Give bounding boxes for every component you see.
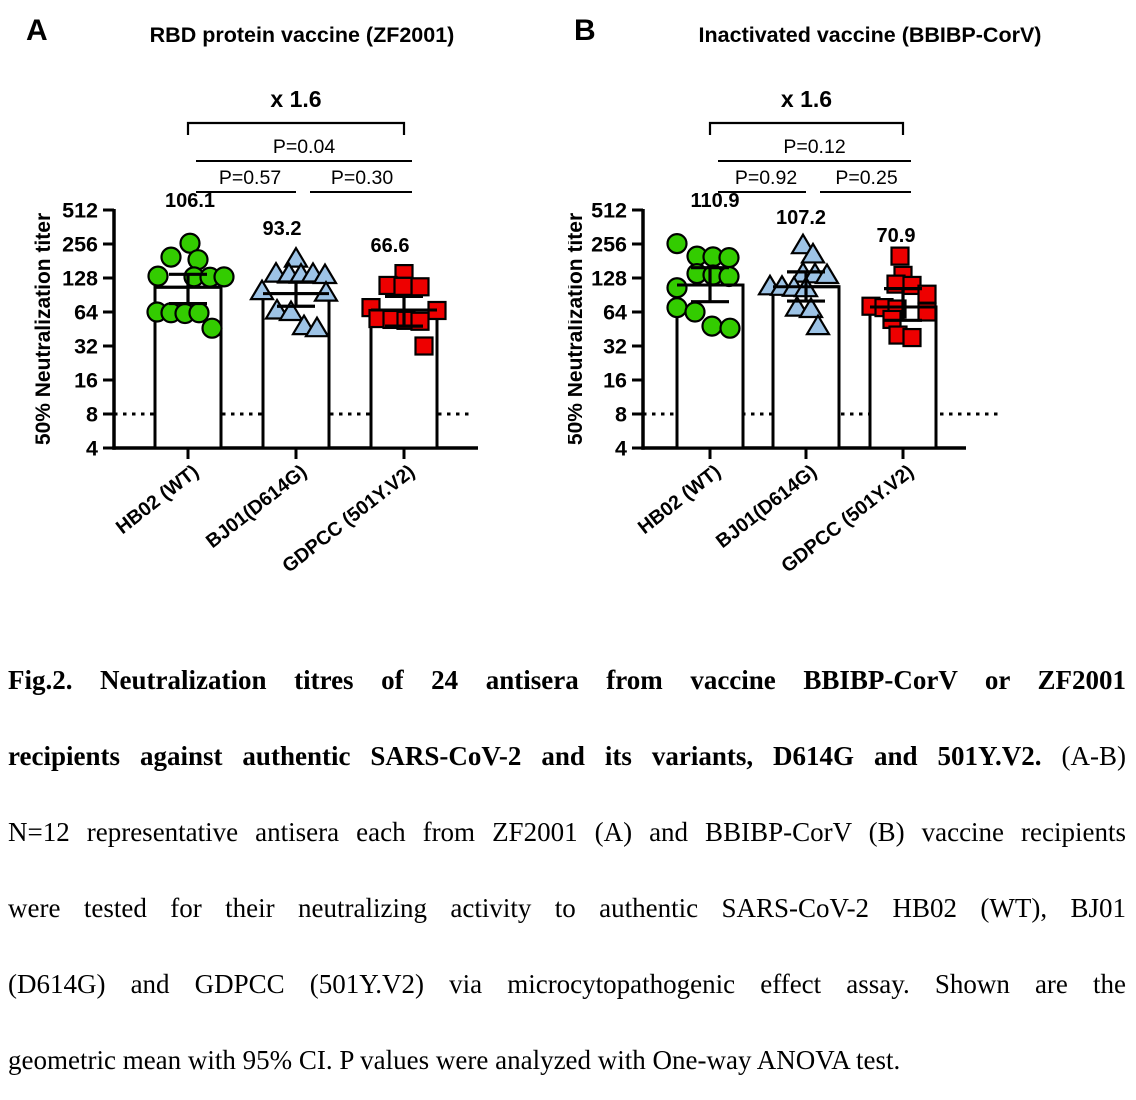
x-category-label: HB02 (WT) (112, 461, 203, 539)
caption-line-1: Fig.2. Neutralization titres of 24 antis… (8, 664, 1126, 697)
y-tick-label: 4 (86, 437, 98, 461)
data-point-circle (718, 265, 740, 288)
data-point-square (414, 336, 434, 356)
data-point-circle (666, 277, 688, 299)
bar-3 (369, 308, 439, 450)
panel-b-chart: B Inactivated vaccine (BBIBP-CorV) x 1.6 P=… (568, 14, 1042, 577)
panel-letter: A (26, 14, 48, 47)
y-tick-label: 256 (62, 233, 98, 257)
geomean-value-label: 93.2 (263, 218, 302, 240)
data-point-triangle (249, 278, 275, 301)
panel-a-chart: A RBD protein vaccine (ZF2001) x 1.6 P=0.04… (26, 14, 478, 577)
x-category-label: BJ01(D614G) (202, 461, 311, 553)
y-tick-label: 8 (615, 403, 627, 427)
caption-line-5: (D614G) and GDPCC (501Y.V2) via microcyt… (8, 968, 1126, 1001)
data-point-circle (188, 302, 210, 324)
data-point-triangle (283, 245, 309, 268)
data-point-circle (160, 246, 182, 268)
data-point-triangle (278, 299, 304, 322)
caption-line-4: were tested for their neutralizing activ… (8, 892, 1126, 925)
data-point-circle (684, 301, 706, 323)
data-point-triangle (814, 262, 840, 285)
caption-text: geometric mean with 95% CI. P values wer… (8, 1045, 901, 1075)
geomean-value-label: 66.6 (371, 235, 410, 257)
caption-text: (A-B) (1041, 741, 1127, 771)
panel-b: B Inactivated vaccine (BBIBP-CorV) x 1.6 P=… (568, 0, 1136, 650)
y-axis-title: 50% Neutralization titer (32, 213, 55, 445)
y-tick-label: 128 (62, 267, 98, 291)
y-tick-label: 8 (86, 403, 98, 427)
caption-text: (D614G) and GDPCC (501Y.V2) via microcyt… (8, 969, 1126, 999)
caption-line-2: recipients against authentic SARS-CoV-2 … (8, 740, 1126, 773)
p-value-left: P=0.57 (219, 167, 281, 189)
x-category-label: HB02 (WT) (634, 461, 725, 539)
figure-caption: Fig.2. Neutralization titres of 24 antis… (0, 650, 1136, 1077)
p-value-right: P=0.30 (331, 167, 394, 189)
p-value-left: P=0.92 (735, 167, 797, 189)
p-value-right: P=0.25 (835, 167, 898, 189)
fold-change-label: x 1.6 (781, 86, 832, 112)
fold-change-bracket (708, 121, 905, 135)
panel-title: RBD protein vaccine (ZF2001) (150, 23, 455, 47)
y-tick-label: 4 (615, 437, 627, 461)
y-tick-label: 512 (62, 199, 98, 223)
data-point-circle (213, 266, 235, 288)
caption-line-3: N=12 representative antisera each from Z… (8, 816, 1126, 849)
data-point-square (890, 246, 910, 266)
panel-letter: B (574, 14, 596, 47)
y-tick-label: 32 (74, 335, 98, 359)
data-point-triangle (805, 313, 831, 336)
geomean-value-label: 110.9 (691, 190, 740, 212)
data-point-square (393, 276, 413, 296)
data-point-triangle (800, 241, 826, 264)
data-point-circle (718, 247, 740, 269)
caption-text: were tested for their neutralizing activ… (8, 893, 1126, 923)
data-point-circle (187, 249, 209, 271)
data-point-triangle (798, 296, 824, 319)
data-point-circle (666, 297, 688, 319)
y-tick-label: 256 (591, 233, 627, 257)
geomean-value-label: 107.2 (776, 207, 826, 229)
y-tick-label: 64 (74, 301, 98, 325)
data-point-circle (701, 315, 723, 337)
data-point-circle (147, 265, 169, 287)
caption-bold-text: Fig.2. Neutralization titres of 24 antis… (8, 665, 1126, 695)
caption-bold-text: recipients against authentic SARS-CoV-2 … (8, 741, 1042, 771)
caption-line-6: geometric mean with 95% CI. P values wer… (8, 1044, 1126, 1077)
p-value-overall: P=0.12 (783, 136, 845, 158)
y-tick-label: 32 (603, 335, 627, 359)
data-point-square (410, 277, 430, 297)
geomean-value-label: 70.9 (877, 225, 916, 247)
figure-panels: A RBD protein vaccine (ZF2001) x 1.6 P=0.04… (0, 0, 1136, 650)
fold-change-label: x 1.6 (270, 86, 321, 112)
data-point-triangle (313, 279, 339, 302)
caption-text: N=12 representative antisera each from Z… (8, 817, 1126, 847)
fold-change-bracket (186, 121, 406, 135)
data-point-circle (666, 233, 688, 255)
y-tick-label: 64 (603, 301, 627, 325)
data-point-triangle (790, 232, 816, 255)
data-point-circle (719, 317, 741, 339)
data-point-square (902, 327, 922, 348)
y-tick-label: 16 (603, 369, 627, 393)
p-value-overall: P=0.04 (273, 136, 336, 158)
y-tick-label: 128 (591, 267, 627, 291)
data-point-circle (201, 317, 223, 339)
panel-a: A RBD protein vaccine (ZF2001) x 1.6 P=0.04… (0, 0, 568, 650)
panel-title: Inactivated vaccine (BBIBP-CorV) (699, 23, 1042, 47)
y-axis-title: 50% Neutralization titer (568, 213, 587, 445)
geomean-value-label: 106.1 (165, 190, 215, 212)
y-tick-label: 512 (591, 199, 627, 223)
data-point-triangle (304, 315, 330, 338)
y-tick-label: 16 (74, 369, 98, 393)
